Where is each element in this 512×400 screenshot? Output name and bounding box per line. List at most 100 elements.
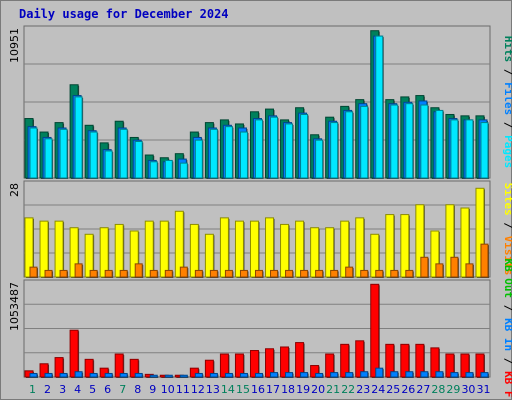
kbin-bar — [44, 372, 53, 378]
kbf-bar — [340, 343, 350, 378]
kbin-bar — [315, 372, 324, 378]
sites-bar — [149, 269, 158, 278]
right-legend: Hits / Files / Pages — [502, 36, 512, 169]
sites-bar — [59, 269, 68, 278]
kbin-bar — [74, 371, 83, 378]
kbin-bar — [330, 372, 339, 378]
sites-bar — [285, 269, 294, 278]
day-label: 10 — [161, 383, 175, 396]
pages-bar — [149, 161, 158, 179]
kbf-bar — [204, 359, 214, 378]
legend-entry: Visits — [502, 236, 512, 276]
day-label: 2 — [44, 383, 51, 396]
day-label: 22 — [341, 383, 355, 396]
day-label: 20 — [311, 383, 325, 396]
visits-bar — [265, 217, 275, 278]
day-label: 19 — [296, 383, 310, 396]
visits-bar — [385, 214, 395, 278]
visits-bar — [234, 220, 244, 278]
pages-bar — [59, 128, 68, 179]
sites-bar — [224, 269, 233, 278]
kbin-bar — [89, 372, 98, 378]
kbf-bar — [129, 358, 139, 378]
kbin-bar — [480, 372, 489, 378]
pages-bar — [29, 127, 38, 179]
sites-bar — [89, 269, 98, 278]
visits-bar — [460, 207, 470, 278]
visits-bar — [219, 217, 229, 278]
pages-bar — [360, 105, 369, 179]
sites-bar — [420, 256, 429, 278]
pages-bar — [209, 128, 218, 179]
pages-bar — [224, 126, 233, 179]
visits-bar — [415, 204, 425, 278]
kbin-bar — [285, 372, 294, 378]
kbf-bar — [265, 348, 275, 378]
kbin-bar — [104, 372, 113, 378]
kbf-bar — [370, 283, 380, 378]
visits-bar — [400, 214, 410, 278]
day-label: 26 — [401, 383, 415, 396]
pages-bar — [435, 109, 444, 179]
pages-bar — [345, 111, 354, 179]
kbf-bar — [400, 343, 410, 378]
kbin-bar — [194, 372, 203, 378]
sites-bar — [44, 269, 53, 278]
chart-title: Daily usage for December 2024 — [19, 7, 229, 21]
pages-bar — [480, 122, 489, 179]
day-label: 7 — [119, 383, 126, 396]
pages-bar — [390, 104, 399, 179]
kbf-bar — [249, 350, 259, 378]
legend-entry: KB In — [502, 318, 512, 351]
kbf-bar — [69, 329, 79, 378]
day-label: 17 — [266, 383, 280, 396]
visits-bar — [99, 227, 109, 278]
kbin-bar — [59, 372, 68, 378]
sites-bar — [104, 269, 113, 278]
sites-bar — [315, 269, 324, 278]
pages-bar — [254, 119, 263, 179]
day-label: 24 — [371, 383, 385, 396]
kbf-bar — [39, 363, 49, 378]
pages-bar — [315, 139, 324, 179]
kbf-bar — [430, 347, 440, 378]
day-label: 23 — [356, 383, 370, 396]
visits-bar — [54, 220, 64, 278]
visits-bar — [430, 230, 440, 278]
kbin-bar — [465, 372, 474, 378]
day-label: 29 — [446, 383, 460, 396]
kbf-bar — [475, 353, 485, 378]
sites-bar — [119, 269, 128, 278]
sites-bar — [465, 263, 474, 278]
kbin-bar — [405, 371, 414, 378]
pages-bar — [375, 35, 384, 179]
kbf-bar — [54, 357, 64, 378]
visits-bar — [39, 220, 49, 278]
legend-entry: Files — [502, 82, 512, 115]
pages-bar — [74, 96, 83, 179]
sites-bar — [390, 269, 399, 278]
kbin-bar — [345, 372, 354, 378]
kbin-bar — [254, 372, 263, 378]
kbin-bar — [390, 371, 399, 378]
sites-bar — [375, 269, 384, 278]
pages-bar — [420, 104, 429, 179]
kbin-bar — [224, 372, 233, 378]
kbf-bar — [99, 367, 109, 378]
visits-bar — [249, 220, 259, 278]
pages-bar — [194, 139, 203, 179]
pages-bar — [450, 119, 459, 179]
day-label: 28 — [431, 383, 445, 396]
day-label: 16 — [251, 383, 265, 396]
visits-bar — [129, 230, 139, 278]
day-label: 30 — [461, 383, 475, 396]
kbin-bar — [134, 372, 143, 378]
pages-bar — [104, 150, 113, 179]
visits-bar — [189, 223, 199, 278]
sites-bar — [239, 269, 248, 278]
sites-bar — [29, 266, 38, 278]
kbin-bar — [149, 374, 158, 378]
kbin-bar — [360, 371, 369, 378]
kbf-bar — [219, 353, 229, 378]
